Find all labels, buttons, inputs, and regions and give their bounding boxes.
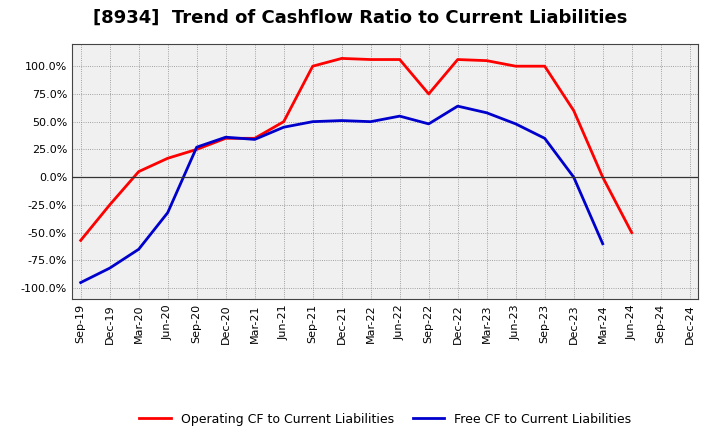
Free CF to Current Liabilities — [76, 280, 85, 285]
Legend: Operating CF to Current Liabilities, Free CF to Current Liabilities: Operating CF to Current Liabilities, Fre… — [140, 413, 631, 425]
Free CF to Current Liabilities — [221, 135, 230, 140]
Free CF to Current Liabilities — [192, 145, 201, 150]
Free CF to Current Liabilities — [395, 114, 404, 119]
Free CF to Current Liabilities — [424, 121, 433, 127]
Free CF to Current Liabilities — [135, 247, 143, 252]
Operating CF to Current Liabilities — [251, 136, 259, 141]
Operating CF to Current Liabilities — [454, 57, 462, 62]
Operating CF to Current Liabilities — [308, 63, 317, 69]
Operating CF to Current Liabilities — [627, 230, 636, 235]
Line: Operating CF to Current Liabilities: Operating CF to Current Liabilities — [81, 59, 631, 240]
Operating CF to Current Liabilities — [279, 119, 288, 125]
Operating CF to Current Liabilities — [163, 156, 172, 161]
Free CF to Current Liabilities — [308, 119, 317, 125]
Operating CF to Current Liabilities — [105, 202, 114, 208]
Free CF to Current Liabilities — [482, 110, 491, 115]
Operating CF to Current Liabilities — [424, 91, 433, 96]
Operating CF to Current Liabilities — [76, 238, 85, 243]
Operating CF to Current Liabilities — [221, 136, 230, 141]
Operating CF to Current Liabilities — [192, 147, 201, 152]
Operating CF to Current Liabilities — [541, 63, 549, 69]
Operating CF to Current Liabilities — [598, 175, 607, 180]
Free CF to Current Liabilities — [251, 137, 259, 142]
Free CF to Current Liabilities — [511, 121, 520, 127]
Free CF to Current Liabilities — [366, 119, 375, 125]
Operating CF to Current Liabilities — [135, 169, 143, 174]
Free CF to Current Liabilities — [454, 103, 462, 109]
Free CF to Current Liabilities — [598, 241, 607, 246]
Free CF to Current Liabilities — [105, 265, 114, 271]
Text: [8934]  Trend of Cashflow Ratio to Current Liabilities: [8934] Trend of Cashflow Ratio to Curren… — [93, 9, 627, 27]
Operating CF to Current Liabilities — [511, 63, 520, 69]
Operating CF to Current Liabilities — [338, 56, 346, 61]
Free CF to Current Liabilities — [541, 136, 549, 141]
Free CF to Current Liabilities — [338, 118, 346, 123]
Operating CF to Current Liabilities — [482, 58, 491, 63]
Operating CF to Current Liabilities — [395, 57, 404, 62]
Line: Free CF to Current Liabilities: Free CF to Current Liabilities — [81, 106, 603, 282]
Free CF to Current Liabilities — [163, 210, 172, 215]
Free CF to Current Liabilities — [279, 125, 288, 130]
Free CF to Current Liabilities — [570, 175, 578, 180]
Operating CF to Current Liabilities — [366, 57, 375, 62]
Operating CF to Current Liabilities — [570, 108, 578, 113]
